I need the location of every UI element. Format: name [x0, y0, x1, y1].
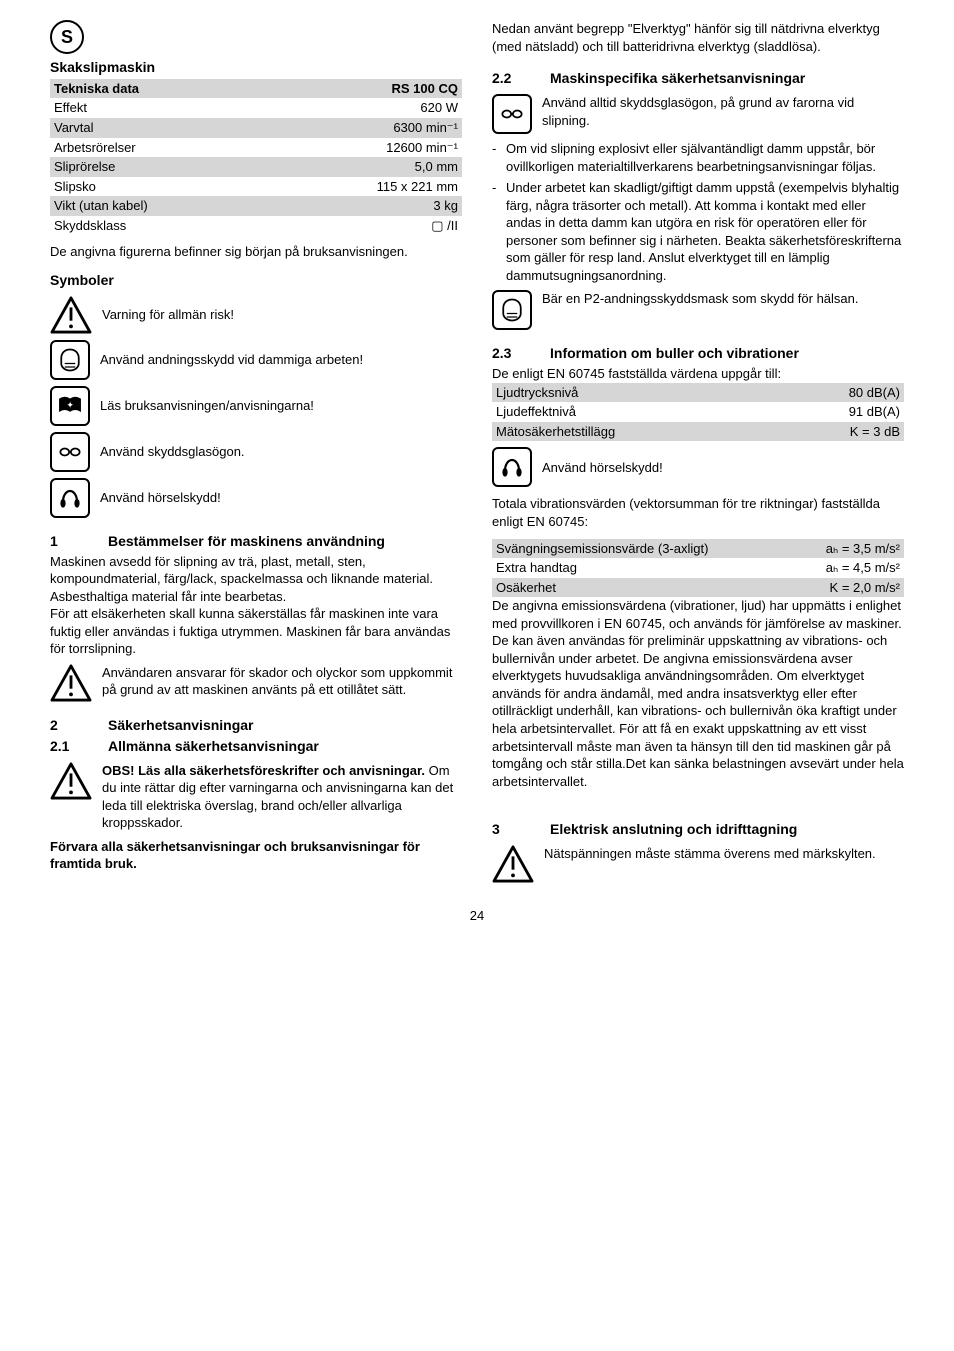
table-row: Sliprörelse5,0 mm [50, 157, 462, 177]
dash-bullet: -Under arbetet kan skadligt/giftigt damm… [492, 179, 904, 284]
table-row: Effekt620 W [50, 98, 462, 118]
ear-protection-note: Använd hörselskydd! [492, 447, 904, 487]
mask-note: Bär en P2-andningsskyddsmask som skydd f… [492, 290, 904, 330]
svg-text:✦: ✦ [66, 399, 74, 409]
symbol-text: Läs bruksanvisningen/anvisningarna! [100, 397, 462, 415]
bullet-text: Under arbetet kan skadligt/giftigt damm … [506, 179, 904, 284]
symbol-row: Använd skyddsglasögon. [50, 432, 462, 472]
section-1-heading: 1 Bestämmelser för maskinens användning [50, 532, 462, 551]
section-3-heading: 3 Elektrisk anslutning och idrifttagning [492, 820, 904, 839]
goggles-text: Använd alltid skyddsglasögon, på grund a… [542, 94, 904, 134]
symbol-text: Använd skyddsglasögon. [100, 443, 462, 461]
warning-triangle-icon [492, 845, 534, 883]
section-number: 2 [50, 716, 88, 735]
goggles-note: Använd alltid skyddsglasögon, på grund a… [492, 94, 904, 134]
section-2-heading: 2 Säkerhetsanvisningar [50, 716, 462, 735]
vibration-table: Svängningsemissionsvärde (3-axligt)aₕ = … [492, 539, 904, 598]
symbol-text: Varning för allmän risk! [102, 306, 462, 324]
section-title: Säkerhetsanvisningar [108, 716, 254, 735]
symbol-row: Varning för allmän risk! [50, 296, 462, 334]
section-number: 1 [50, 532, 88, 551]
table-row: MätosäkerhetstilläggK = 3 dB [492, 422, 904, 442]
dash-bullet: -Om vid slipning explosivt eller självan… [492, 140, 904, 175]
paragraph-bold: Förvara alla säkerhetsanvisningar och br… [50, 838, 462, 873]
section-23-heading: 2.3 Information om buller och vibratione… [492, 344, 904, 363]
section-number: 2.1 [50, 737, 88, 756]
ear-text: Använd hörselskydd! [542, 459, 904, 477]
obs-bold: OBS! Läs alla säkerhetsföreskrifter och … [102, 763, 425, 778]
table-row: Varvtal6300 min⁻¹ [50, 118, 462, 138]
paragraph: De enligt EN 60745 fastställda värdena u… [492, 365, 904, 383]
mask-icon [50, 340, 90, 380]
ear-protection-icon [492, 447, 532, 487]
table-row: Arbetsrörelser12600 min⁻¹ [50, 138, 462, 158]
table-row: Ljudtrycksnivå80 dB(A) [492, 383, 904, 403]
mask-icon [492, 290, 532, 330]
section-21-heading: 2.1 Allmänna säkerhetsanvisningar [50, 737, 462, 756]
obs-warning-text: OBS! Läs alla säkerhetsföreskrifter och … [102, 762, 462, 832]
obs-warning-block: OBS! Läs alla säkerhetsföreskrifter och … [50, 762, 462, 832]
section-title: Elektrisk anslutning och idrifttagning [550, 820, 797, 839]
symbol-row: Använd andningsskydd vid dammiga arbeten… [50, 340, 462, 380]
warning-triangle-icon [50, 664, 92, 702]
paragraph: För att elsäkerheten skall kunna säkerst… [50, 605, 462, 658]
goggles-icon [492, 94, 532, 134]
paragraph: Nedan använt begrepp "Elverktyg" hänför … [492, 20, 904, 55]
section-number: 2.3 [492, 344, 530, 363]
section-number: 3 [492, 820, 530, 839]
paragraph: Totala vibrationsvärden (vektorsumman fö… [492, 495, 904, 530]
read-manual-icon: ✦ [50, 386, 90, 426]
product-title: Skakslipmaskin [50, 58, 462, 77]
section-3-warn-text: Nätspänningen måste stämma överens med m… [544, 845, 904, 883]
language-letter: S [61, 25, 73, 49]
symbol-row: Använd hörselskydd! [50, 478, 462, 518]
specs-header-left: Tekniska data [50, 79, 269, 99]
paragraph: Maskinen avsedd för slipning av trä, pla… [50, 553, 462, 588]
section-title: Allmänna säkerhetsanvisningar [108, 737, 319, 756]
table-row: Svängningsemissionsvärde (3-axligt)aₕ = … [492, 539, 904, 559]
warning-text: Användaren ansvarar för skador och olyck… [102, 664, 462, 702]
section-title: Bestämmelser för maskinens användning [108, 532, 385, 551]
specs-header-right: RS 100 CQ [269, 79, 462, 99]
symbols-heading: Symboler [50, 271, 462, 290]
paragraph: Asbesthaltiga material får inte bearbeta… [50, 588, 462, 606]
figures-note: De angivna figurerna befinner sig början… [50, 243, 462, 261]
table-row: Slipsko115 x 221 mm [50, 177, 462, 197]
symbol-text: Använd hörselskydd! [100, 489, 462, 507]
table-row: Extra handtagaₕ = 4,5 m/s² [492, 558, 904, 578]
bullet-text: Om vid slipning explosivt eller självant… [506, 140, 904, 175]
page-number: 24 [50, 907, 904, 925]
section-3-warning: Nätspänningen måste stämma överens med m… [492, 845, 904, 883]
goggles-icon [50, 432, 90, 472]
table-header-row: Tekniska data RS 100 CQ [50, 79, 462, 99]
ear-protection-icon [50, 478, 90, 518]
language-badge: S [50, 20, 84, 54]
section-22-heading: 2.2 Maskinspecifika säkerhetsanvisningar [492, 69, 904, 88]
section-number: 2.2 [492, 69, 530, 88]
table-row: OsäkerhetK = 2,0 m/s² [492, 578, 904, 598]
table-row: Ljudeffektnivå91 dB(A) [492, 402, 904, 422]
warning-triangle-icon [50, 762, 92, 800]
symbol-text: Använd andningsskydd vid dammiga arbeten… [100, 351, 462, 369]
section-title: Maskinspecifika säkerhetsanvisningar [550, 69, 805, 88]
warning-paragraph: Användaren ansvarar för skador och olyck… [50, 664, 462, 702]
table-row: Skyddsklass▢ /II [50, 216, 462, 236]
long-paragraph: De angivna emissionsvärdena (vibrationer… [492, 597, 904, 790]
table-row: Vikt (utan kabel)3 kg [50, 196, 462, 216]
noise-table: Ljudtrycksnivå80 dB(A) Ljudeffektnivå91 … [492, 383, 904, 442]
section-title: Information om buller och vibrationer [550, 344, 799, 363]
mask-text: Bär en P2-andningsskyddsmask som skydd f… [542, 290, 904, 330]
warning-triangle-icon [50, 296, 92, 334]
specs-table: Tekniska data RS 100 CQ Effekt620 W Varv… [50, 79, 462, 235]
symbol-row: ✦ Läs bruksanvisningen/anvisningarna! [50, 386, 462, 426]
